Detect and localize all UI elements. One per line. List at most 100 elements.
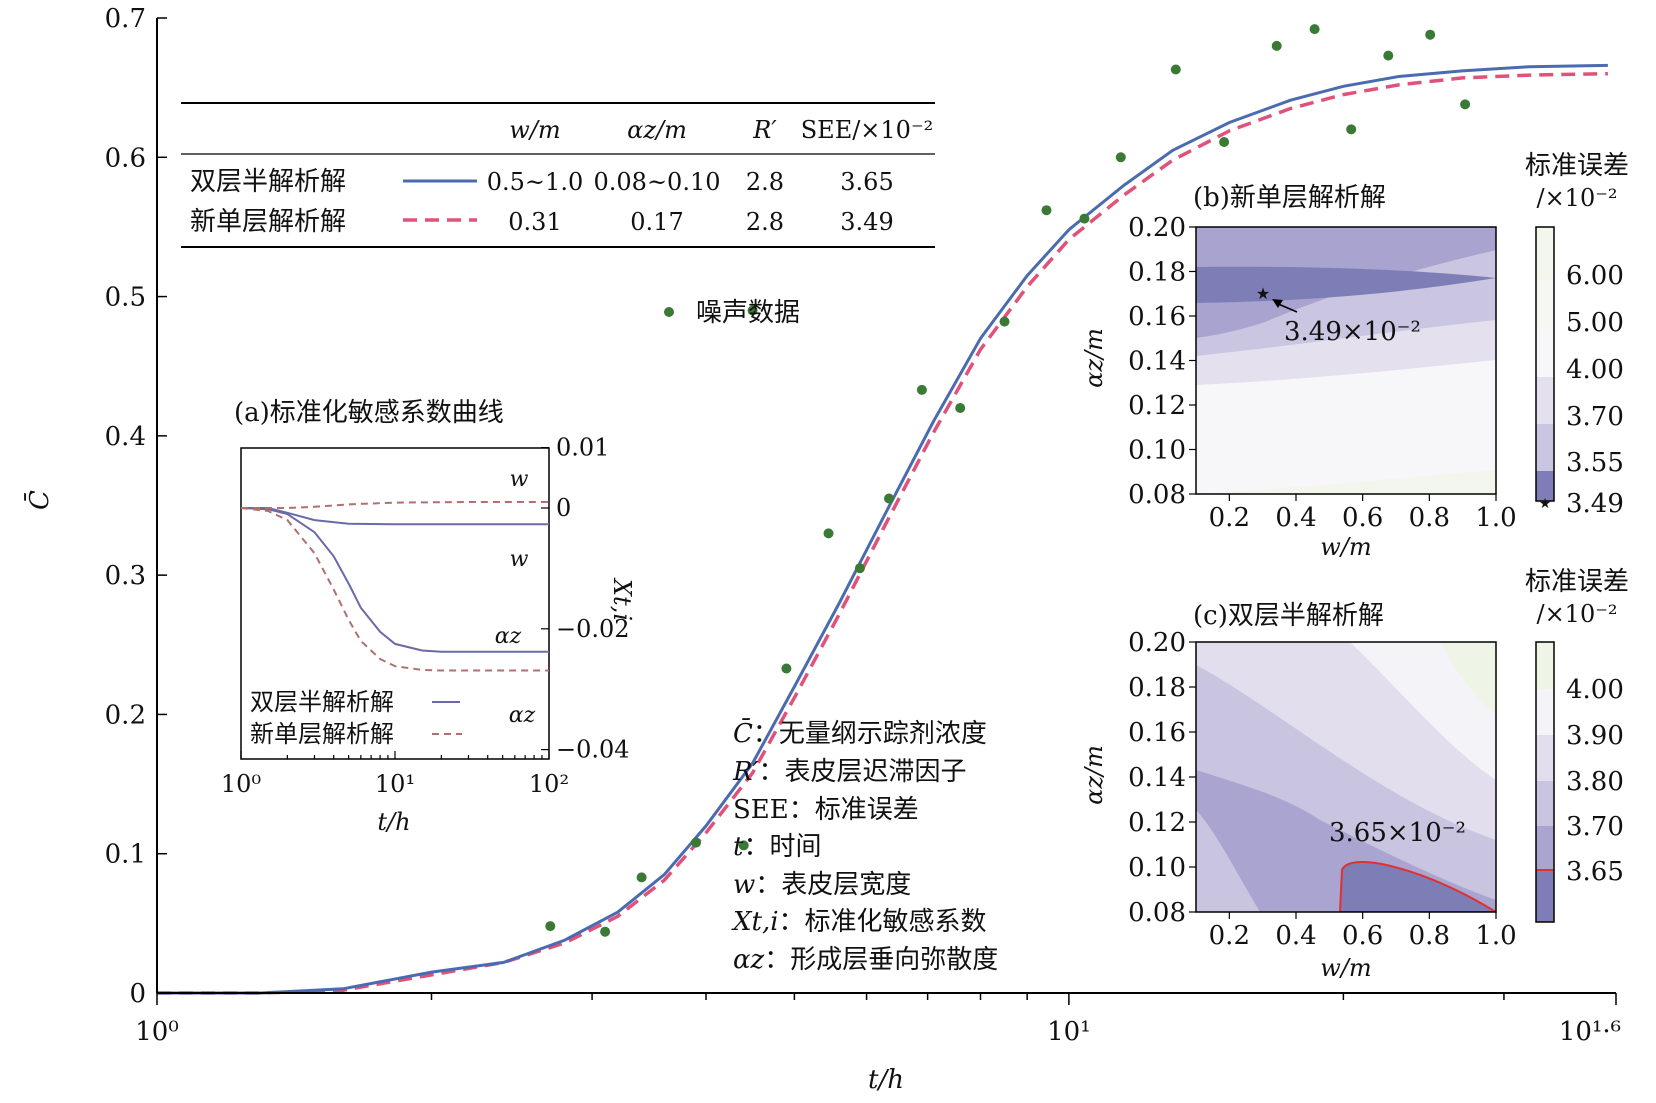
main-chart: 0 0.1 0.2 0.3 0.4 0.5 0.6 0.7 10⁰ 10¹ 10¹·⁶ C̄ t/h… [23,4,1621,1095]
parameter-table: w/m αz/m R′ SEE/×10⁻² 双层半解析解 0.5~1.0 0.0… [181,102,935,248]
inset-a-y-tick-label: −0.02 [556,615,630,643]
contour-y-tick-label: 0.20 [1128,628,1186,658]
inset-a-sensitivity: (a)标准化敏感系数曲线 0.01 0 −0.02 −0.04 10⁰ 10¹ 10² t/… [221,398,636,836]
y-axis-label: C̄ [23,490,55,510]
inset-b-ylabel: αz/m [1080,328,1108,388]
contour-x-tick-label: 0.8 [1409,503,1450,533]
colorbar-c-level-1: 3.90 [1566,721,1624,751]
data-point [636,872,647,883]
data-point [884,493,894,504]
x-tick-label: 10¹ [1047,1017,1091,1047]
contour-y-tick-label: 0.12 [1128,391,1186,421]
noise-legend: 噪声数据 [664,298,800,328]
contour-y-tick-label: 0.10 [1128,853,1186,883]
colorbar-c-level-3: 3.70 [1566,812,1624,842]
y-tick-label: 0.7 [105,4,146,34]
table-header-see: SEE/×10⁻² [801,116,934,144]
note-w: w：表皮层宽度 [733,870,911,900]
data-point [1383,50,1394,61]
contour-x-tick-label: 1.0 [1475,921,1516,951]
main-ticks: 0 0.1 0.2 0.3 0.4 0.5 0.6 0.7 10⁰ 10¹ 10¹·⁶ [105,4,1621,1047]
data-point [1041,205,1052,216]
table-header-r: R′ [752,116,777,144]
inset-c-ylabel: αz/m [1080,745,1108,805]
data-point [854,563,865,574]
annotation-arrow-head-b [1272,299,1283,308]
svg-text:3.49: 3.49 [840,208,893,236]
colorbar-b-level-1: 5.00 [1566,308,1624,338]
data-point [1170,64,1181,75]
inset-c-contour: (c)双层半解析解 3.65×10⁻² 0.2 0.4 0.6 0.8 1.00.080… [1080,567,1629,982]
inset-c-xlabel: w/m [1320,954,1371,982]
inset-c-annotation: 3.65×10⁻² [1329,818,1466,848]
data-point [1460,99,1471,110]
colorbar-b-level-0: 6.00 [1566,261,1624,291]
data-point [1219,137,1230,147]
minimum-marker-b: ★ [1256,284,1270,303]
inset-a-series [240,501,549,672]
inset-b-title: (b)新单层解析解 [1193,183,1386,213]
table-header-w: w/m [509,116,560,144]
data-point [691,837,701,848]
curve-label-w-2: w [510,547,529,572]
inset-a-x-tick-label: 10² [529,770,569,798]
y-tick-label: 0.5 [105,283,146,313]
inset-a-title: (a)标准化敏感系数曲线 [234,398,504,428]
data-point [738,840,749,851]
y-tick-label: 0.4 [105,422,146,452]
colorbar-c-title: 标准误差 [1525,567,1629,597]
inset-a-ylabel: Xt,i [608,577,636,621]
inset-b-contour: (b)新单层解析解 ★ 3.49×10⁻² 0.2 0.4 0.6 0.8 1.0 0.0… [1080,151,1629,561]
note-alpha: αz：形成层垂向弥散度 [733,945,998,975]
y-tick-label: 0.2 [105,700,146,730]
note-t: t：时间 [733,832,821,862]
data-point [955,403,966,413]
colorbar-c-level-4: 3.65 [1566,857,1624,887]
data-point [1115,152,1126,163]
x-tick-label: 10¹·⁶ [1559,1017,1621,1047]
inset-a-y-tick-label: 0.01 [556,434,609,462]
contour-x-tick-label: 0.8 [1409,921,1450,951]
contour-y-tick-label: 0.14 [1128,763,1186,793]
data-point [545,921,556,932]
svg-text:0.31: 0.31 [508,208,561,236]
contour-y-tick-label: 0.16 [1128,718,1186,748]
contour-y-tick-label: 0.08 [1128,898,1186,928]
y-tick-label: 0.1 [105,840,146,870]
inset-a-x-tick-label: 10⁰ [221,770,261,798]
svg-text:0.5~1.0: 0.5~1.0 [487,168,583,196]
contour-y-tick-label: 0.18 [1128,258,1186,288]
curve-label-alpha-2: αz [509,703,536,728]
contour-x-tick-label: 0.2 [1209,503,1250,533]
contour-x-tick-label: 0.2 [1209,921,1250,951]
svg-text:★: ★ [1539,496,1552,512]
contour-x-tick-label: 0.6 [1342,503,1383,533]
y-tick-label: 0 [129,979,146,1009]
colorbar-b-title: 标准误差 [1525,151,1629,181]
contour-x-tick-label: 0.4 [1275,921,1316,951]
note-r: R′：表皮层迟滞因子 [732,757,967,787]
inset-b-annotation: 3.49×10⁻² [1284,317,1421,347]
note-x: Xt,i：标准化敏感系数 [731,907,987,937]
table-row1-name: 双层半解析解 [190,167,346,197]
inset-b-bands [1196,227,1496,494]
y-tick-label: 0.3 [105,561,146,591]
data-point [1271,40,1282,51]
colorbar-c [1535,641,1555,923]
inset-a-y-tick-label: 0 [556,494,571,522]
inset-a-y-tick-label: −0.04 [556,736,630,764]
x-tick-label: 10⁰ [135,1017,179,1047]
data-point [1079,213,1090,224]
svg-text:2.8: 2.8 [746,208,784,236]
data-point [999,316,1010,327]
data-point [1309,24,1320,35]
contour-y-tick-label: 0.20 [1128,213,1186,243]
main-series-layer [157,63,1608,995]
data-point [916,384,927,395]
contour-y-tick-label: 0.08 [1128,480,1186,510]
data-point [1425,29,1436,40]
contour-x-tick-label: 0.4 [1275,503,1316,533]
svg-text:0.08~0.10: 0.08~0.10 [594,168,721,196]
colorbar-b-level-5: 3.49 [1566,489,1624,519]
